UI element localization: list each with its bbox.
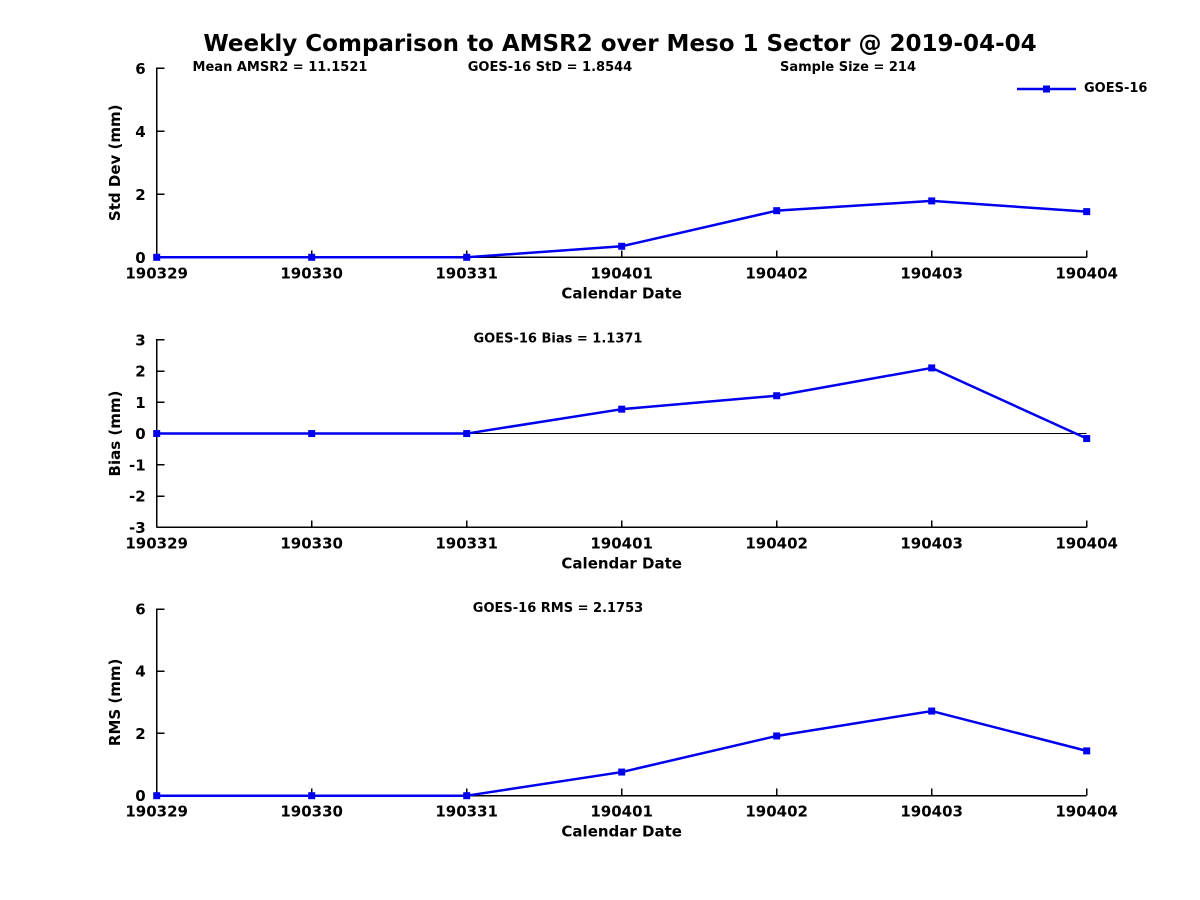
- y-tick-label: 0: [135, 787, 145, 805]
- y-tick-label: 2: [135, 363, 145, 381]
- y-tick-label: 0: [135, 249, 145, 267]
- x-tick-label: 190401: [590, 803, 653, 821]
- data-point-marker: [1083, 208, 1091, 216]
- std-dev-subplot: 0 2 4 6 190329 190330 190331 190401 190402 190403…: [106, 60, 1118, 302]
- x-tick-label: 190404: [1055, 803, 1118, 821]
- bias-subplot: -3 -2 -1 0 1 2 3 190329 190330 190331 190401 190402…: [106, 331, 1118, 572]
- y-tick-label: 0: [135, 425, 145, 443]
- data-point-marker: [153, 430, 161, 438]
- data-point-marker: [928, 197, 936, 205]
- series-line-goes-16: [156, 366, 1088, 440]
- chart-annotation: GOES-16 RMS = 2.1753: [473, 601, 643, 616]
- chart-annotation: GOES-16 StD = 1.8544: [468, 60, 632, 75]
- x-tick-label: 190330: [280, 264, 343, 282]
- data-point-marker: [308, 253, 316, 261]
- chart-annotation: Sample Size = 214: [780, 60, 916, 75]
- legend-line-icon: [1017, 85, 1076, 93]
- data-point-marker: [153, 253, 161, 261]
- x-tick-label: 190330: [280, 534, 343, 552]
- y-tick-label: -3: [129, 519, 146, 537]
- y-axis-label: RMS (mm): [106, 659, 124, 746]
- x-tick-label: 190404: [1055, 534, 1118, 552]
- x-tick-label: 190402: [745, 264, 808, 282]
- series-line-goes-16: [156, 709, 1088, 797]
- x-axis-label: Calendar Date: [561, 284, 682, 302]
- chart-annotation: Mean AMSR2 = 11.1521: [193, 60, 368, 75]
- x-tick-label: 190329: [125, 264, 188, 282]
- y-tick-label: -2: [129, 488, 146, 506]
- x-tick-label: 190404: [1055, 264, 1118, 282]
- legend: GOES-16: [1016, 81, 1147, 96]
- legend-label: GOES-16: [1084, 81, 1148, 96]
- x-tick-label: 190403: [900, 534, 963, 552]
- y-tick-label: 4: [135, 663, 145, 681]
- x-tick-label: 190331: [435, 803, 498, 821]
- data-point-marker: [773, 392, 781, 400]
- data-point-marker: [928, 707, 936, 715]
- x-tick-label: 190402: [745, 803, 808, 821]
- y-tick-label: 4: [135, 123, 145, 141]
- data-point-marker: [618, 405, 626, 413]
- y-tick-label: 1: [135, 394, 145, 412]
- data-point-marker: [773, 207, 781, 215]
- y-tick-label: -1: [129, 456, 146, 474]
- data-point-marker: [1083, 435, 1091, 443]
- legend-marker: [1043, 85, 1050, 93]
- data-point-marker: [463, 253, 471, 261]
- x-axis-label: Calendar Date: [561, 823, 682, 841]
- data-point-marker: [463, 430, 471, 438]
- y-tick-label: 6: [135, 601, 145, 619]
- data-point-marker: [308, 792, 316, 800]
- x-tick-label: 190331: [435, 534, 498, 552]
- x-tick-label: 190329: [125, 803, 188, 821]
- x-tick-label: 190402: [745, 534, 808, 552]
- y-axis-label: Bias (mm): [106, 391, 124, 477]
- x-axis-label: Calendar Date: [561, 554, 682, 572]
- y-axis-label: Std Dev (mm): [106, 105, 124, 222]
- data-point-marker: [928, 364, 936, 372]
- y-tick-label: 2: [135, 186, 145, 204]
- x-tick-label: 190330: [280, 803, 343, 821]
- x-tick-label: 190401: [590, 264, 653, 282]
- x-tick-label: 190331: [435, 264, 498, 282]
- chart-annotation: GOES-16 Bias = 1.1371: [474, 332, 643, 347]
- data-point-marker: [773, 732, 781, 740]
- data-point-marker: [1083, 747, 1091, 755]
- x-tick-label: 190329: [125, 534, 188, 552]
- x-tick-label: 190403: [900, 264, 963, 282]
- y-tick-label: 3: [135, 331, 145, 349]
- x-tick-label: 190403: [900, 803, 963, 821]
- figure-title: Weekly Comparison to AMSR2 over Meso 1 S…: [203, 31, 1037, 57]
- data-point-marker: [618, 242, 626, 250]
- data-point-marker: [463, 792, 471, 800]
- data-point-marker: [153, 792, 161, 800]
- data-point-marker: [618, 768, 626, 776]
- data-point-marker: [308, 430, 316, 438]
- y-tick-label: 2: [135, 725, 145, 743]
- rms-subplot: 0 2 4 6 190329 190330 190331 190401 190402 190403…: [106, 601, 1118, 841]
- y-tick-label: 6: [135, 60, 145, 78]
- x-tick-label: 190401: [590, 534, 653, 552]
